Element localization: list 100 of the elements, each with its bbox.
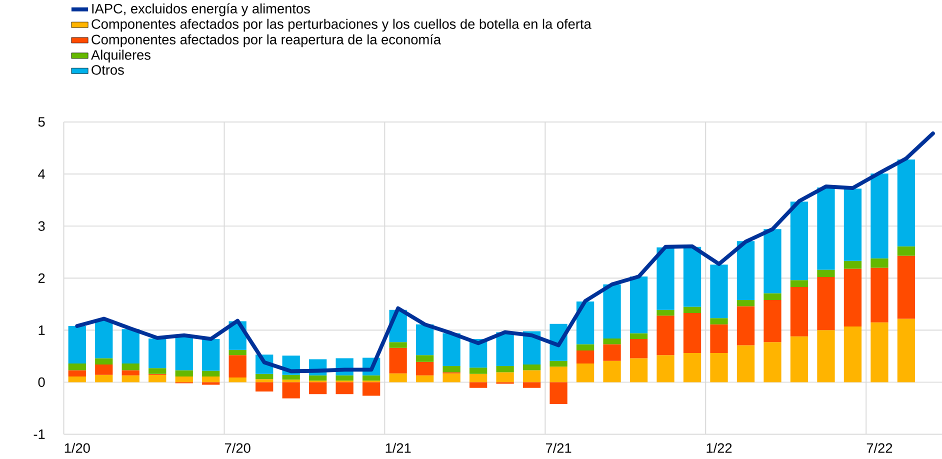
bar — [68, 326, 86, 364]
bar — [442, 333, 460, 366]
bar — [309, 376, 327, 381]
bar — [790, 202, 808, 280]
bar — [603, 344, 621, 362]
bar — [416, 355, 434, 362]
y-tick-label: 2 — [38, 274, 45, 284]
bar — [228, 355, 246, 378]
bar — [710, 318, 728, 325]
bar — [95, 358, 113, 365]
bar — [389, 348, 407, 374]
bar — [764, 300, 782, 342]
bar — [790, 336, 808, 382]
bar — [416, 376, 434, 382]
bar — [576, 350, 594, 364]
bar — [256, 379, 274, 382]
bar — [68, 370, 86, 377]
bar — [256, 374, 274, 380]
bar — [175, 376, 193, 382]
bar — [897, 318, 916, 382]
bar — [550, 361, 568, 367]
bar — [175, 370, 193, 377]
bar — [683, 247, 702, 307]
bar — [336, 376, 354, 381]
y-tick-label: -1 — [34, 430, 45, 440]
bar — [656, 310, 674, 316]
x-tick-label: 7/20 — [225, 443, 250, 454]
bar — [202, 339, 220, 371]
x-tick-label: 1/20 — [64, 443, 90, 454]
bar — [148, 375, 166, 382]
bar — [736, 345, 755, 382]
bar — [870, 258, 888, 268]
y-tick-label: 3 — [38, 221, 45, 232]
bar — [683, 313, 702, 354]
line-series — [75, 132, 935, 374]
bar — [522, 370, 541, 382]
bar — [68, 376, 86, 382]
y-tick-label: 0 — [38, 378, 45, 388]
bar — [389, 374, 407, 382]
bar — [844, 188, 862, 262]
bar — [736, 300, 755, 306]
legend-label: Alquileres — [91, 50, 150, 63]
bar — [469, 382, 488, 388]
legend-label: Componentes afectados por las perturbaciones y los cuellos de botella en la oferta — [92, 19, 592, 32]
bar — [897, 246, 916, 256]
y-tick-label: 4 — [38, 170, 45, 179]
bar — [362, 382, 380, 396]
bar — [389, 342, 407, 348]
bar — [897, 160, 916, 247]
bar — [844, 261, 862, 269]
bar — [736, 241, 755, 300]
bar — [122, 376, 140, 382]
bar — [148, 368, 166, 374]
bar — [897, 256, 916, 319]
bar — [790, 280, 808, 288]
y-tick-label: 1 — [38, 326, 45, 336]
bar — [442, 374, 460, 382]
bar — [228, 378, 246, 382]
bar — [817, 330, 835, 382]
bar — [656, 248, 674, 310]
x-tick-label: 7/21 — [546, 443, 572, 454]
bar — [817, 277, 835, 330]
bar — [817, 270, 835, 278]
bar — [522, 382, 541, 388]
bar — [603, 361, 621, 382]
bar — [683, 353, 702, 382]
bar — [469, 374, 488, 382]
bar — [630, 339, 648, 358]
bar — [844, 326, 862, 382]
x-tick-label: 7/22 — [866, 443, 892, 454]
bar — [870, 174, 888, 259]
bar — [817, 188, 835, 270]
bar — [844, 268, 862, 327]
bar — [764, 342, 782, 382]
bar — [122, 370, 140, 376]
bar — [202, 376, 220, 382]
bar — [416, 324, 434, 356]
bar — [630, 333, 648, 340]
bar — [736, 306, 755, 346]
bar — [522, 364, 541, 370]
bar — [175, 336, 193, 370]
bar — [95, 320, 113, 358]
bar — [710, 264, 728, 318]
bar — [122, 329, 140, 364]
bar — [256, 382, 274, 392]
bar — [282, 380, 300, 382]
legend-label: Componentes afectados por la reapertura de la economía — [92, 34, 442, 48]
legend-label: IAPC, excluidos energía y alimentos — [92, 3, 310, 16]
bar — [870, 322, 888, 382]
bar — [630, 358, 648, 382]
bar — [496, 366, 514, 372]
bar — [710, 324, 728, 354]
bar — [336, 382, 354, 394]
bar — [496, 372, 514, 382]
bar — [683, 306, 702, 314]
x-tick-label: 1/22 — [706, 443, 732, 454]
bar — [202, 370, 220, 377]
bar — [148, 338, 166, 368]
bar — [496, 332, 514, 366]
bar — [710, 353, 728, 382]
